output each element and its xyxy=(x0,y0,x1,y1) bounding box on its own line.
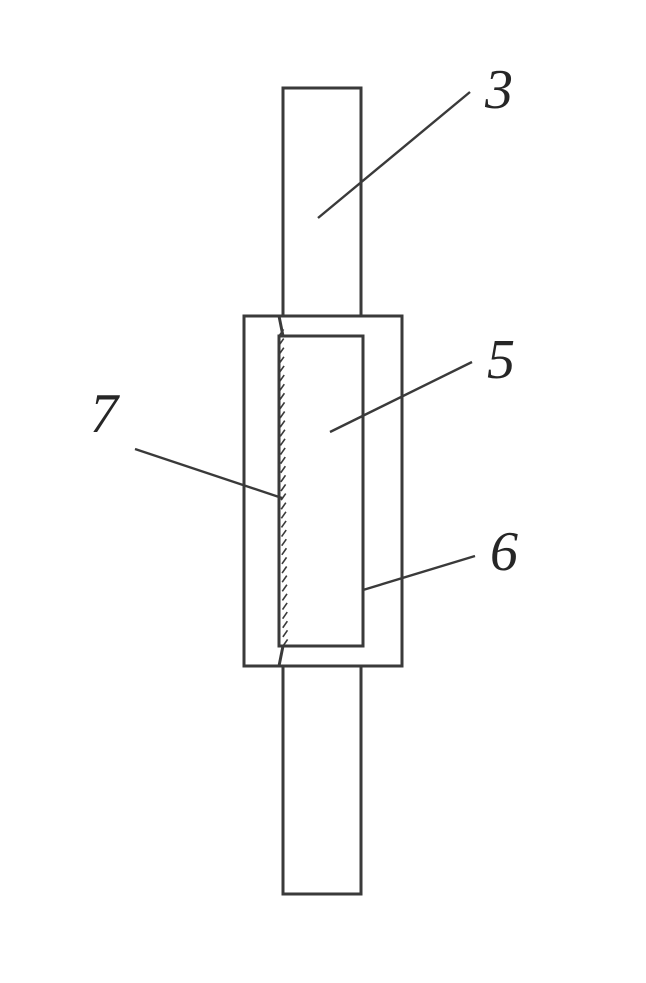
label-5: 5 xyxy=(487,329,515,391)
label-6: 6 xyxy=(490,521,518,583)
label-3: 3 xyxy=(484,59,513,121)
label-7: 7 xyxy=(90,383,120,445)
inner-panel xyxy=(279,336,363,646)
bottom-shaft xyxy=(283,666,361,894)
top-shaft xyxy=(283,88,361,316)
